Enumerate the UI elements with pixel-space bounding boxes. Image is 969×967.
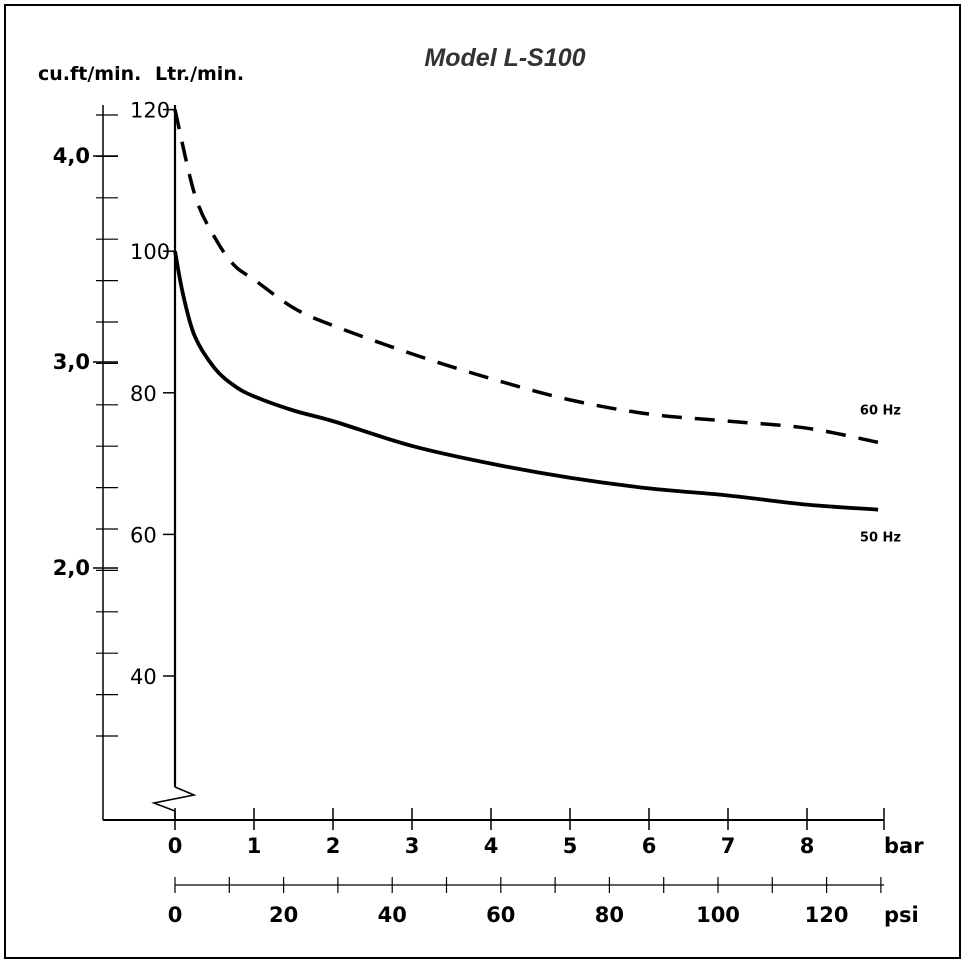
series-label-50-hz: 50 Hz [860, 531, 901, 546]
x-axis-bar-tick-label: 6 [642, 834, 657, 858]
x-axis-psi-tick-label: 120 [805, 903, 849, 927]
axis-break-mark [151, 786, 197, 820]
y-axis-lpm-tick-label: 40 [130, 665, 157, 689]
series-line-50-hz [173, 250, 879, 512]
chart-frame [4, 4, 961, 959]
x-axis-bar-tick-label: 0 [168, 834, 183, 858]
y-axis-lpm-tick-label: 120 [130, 99, 170, 123]
x-axis-psi-tick-label: 20 [269, 903, 298, 927]
x-axis-psi-label: psi [884, 903, 919, 927]
x-axis-psi-tick-label: 40 [378, 903, 407, 927]
y-axis-lpm-tick-label: 60 [130, 523, 157, 547]
x-axis-psi-tick-label: 60 [486, 903, 515, 927]
x-axis-bar-tick-label: 3 [405, 834, 420, 858]
x-axis-bar-tick-label: 1 [247, 834, 262, 858]
x-axis-bar-tick-label: 2 [326, 834, 341, 858]
y-axis-cuft-label: cu.ft/min. [38, 63, 141, 85]
y-axis-lpm-tick-label: 80 [130, 382, 157, 406]
y-axis-lpm-label: Ltr./min. [155, 63, 244, 85]
x-axis-psi-tick-label: 0 [168, 903, 183, 927]
y-axis-cuft-tick-label: 3,0 [53, 350, 90, 374]
x-axis-bar-label: bar [884, 834, 924, 858]
x-axis-psi-tick-label: 80 [595, 903, 624, 927]
x-axis-bar-tick-label: 7 [721, 834, 736, 858]
series-label-60-hz: 60 Hz [860, 403, 901, 418]
x-axis-bar-tick-label: 5 [563, 834, 578, 858]
y-axis-cuft-tick-label: 2,0 [53, 556, 90, 580]
series-line-60-hz [173, 109, 879, 445]
x-axis-bar-tick-label: 4 [484, 834, 499, 858]
x-axis-bar-tick-label: 8 [800, 834, 815, 858]
y-axis-lpm-tick-label: 100 [130, 240, 170, 264]
series-lines: 60 Hz 50 Hz [173, 109, 901, 546]
x-axis-psi-tick-label: 100 [696, 903, 740, 927]
y-axis-cuft-tick-label: 4,0 [53, 144, 90, 168]
chart-title: Model L-S100 [424, 44, 585, 72]
